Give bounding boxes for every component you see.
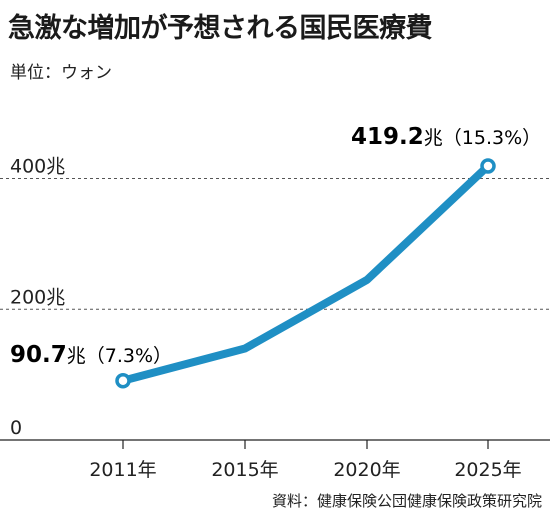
y-tick-label-1: 200兆: [10, 286, 65, 308]
series-group: [115, 158, 496, 389]
data-label-unit-0: 兆: [67, 345, 86, 367]
chart-title: 急激な増加が予想される国民医療費: [8, 13, 433, 44]
data-label-unit-1: 兆: [424, 127, 443, 149]
data-label-0: 90.7兆（7.3%）: [10, 342, 172, 368]
x-tick-label-3: 2025年: [454, 459, 521, 481]
data-label-value-1: 419.2: [351, 124, 424, 150]
y-tick-label-0: 0: [10, 417, 22, 439]
data-label-pct-1: （15.3%）: [443, 127, 541, 149]
x-axis: 2011年 2015年 2020年 2025年: [0, 439, 550, 481]
y-tick-labels: 0 200兆 400兆: [10, 156, 65, 439]
grid-lines: [0, 178, 550, 310]
data-label-1: 419.2兆（15.3%）: [351, 124, 541, 150]
x-tick-label-2: 2020年: [333, 459, 400, 481]
data-label-pct-0: （7.3%）: [86, 345, 172, 367]
annotations: 90.7兆（7.3%）419.2兆（15.3%）: [10, 124, 541, 368]
data-label-value-0: 90.7: [10, 342, 67, 368]
series-line-0: [119, 162, 492, 385]
data-point-0: [115, 372, 131, 389]
x-tick-label-1: 2015年: [211, 459, 278, 481]
data-point-3: [480, 158, 496, 174]
unit-label: 単位：ウォン: [10, 63, 112, 83]
source-note: 資料：健康保険公団健康保険政策研究院: [271, 492, 542, 510]
x-tick-label-0: 2011年: [89, 459, 156, 481]
y-tick-label-2: 400兆: [10, 156, 65, 178]
